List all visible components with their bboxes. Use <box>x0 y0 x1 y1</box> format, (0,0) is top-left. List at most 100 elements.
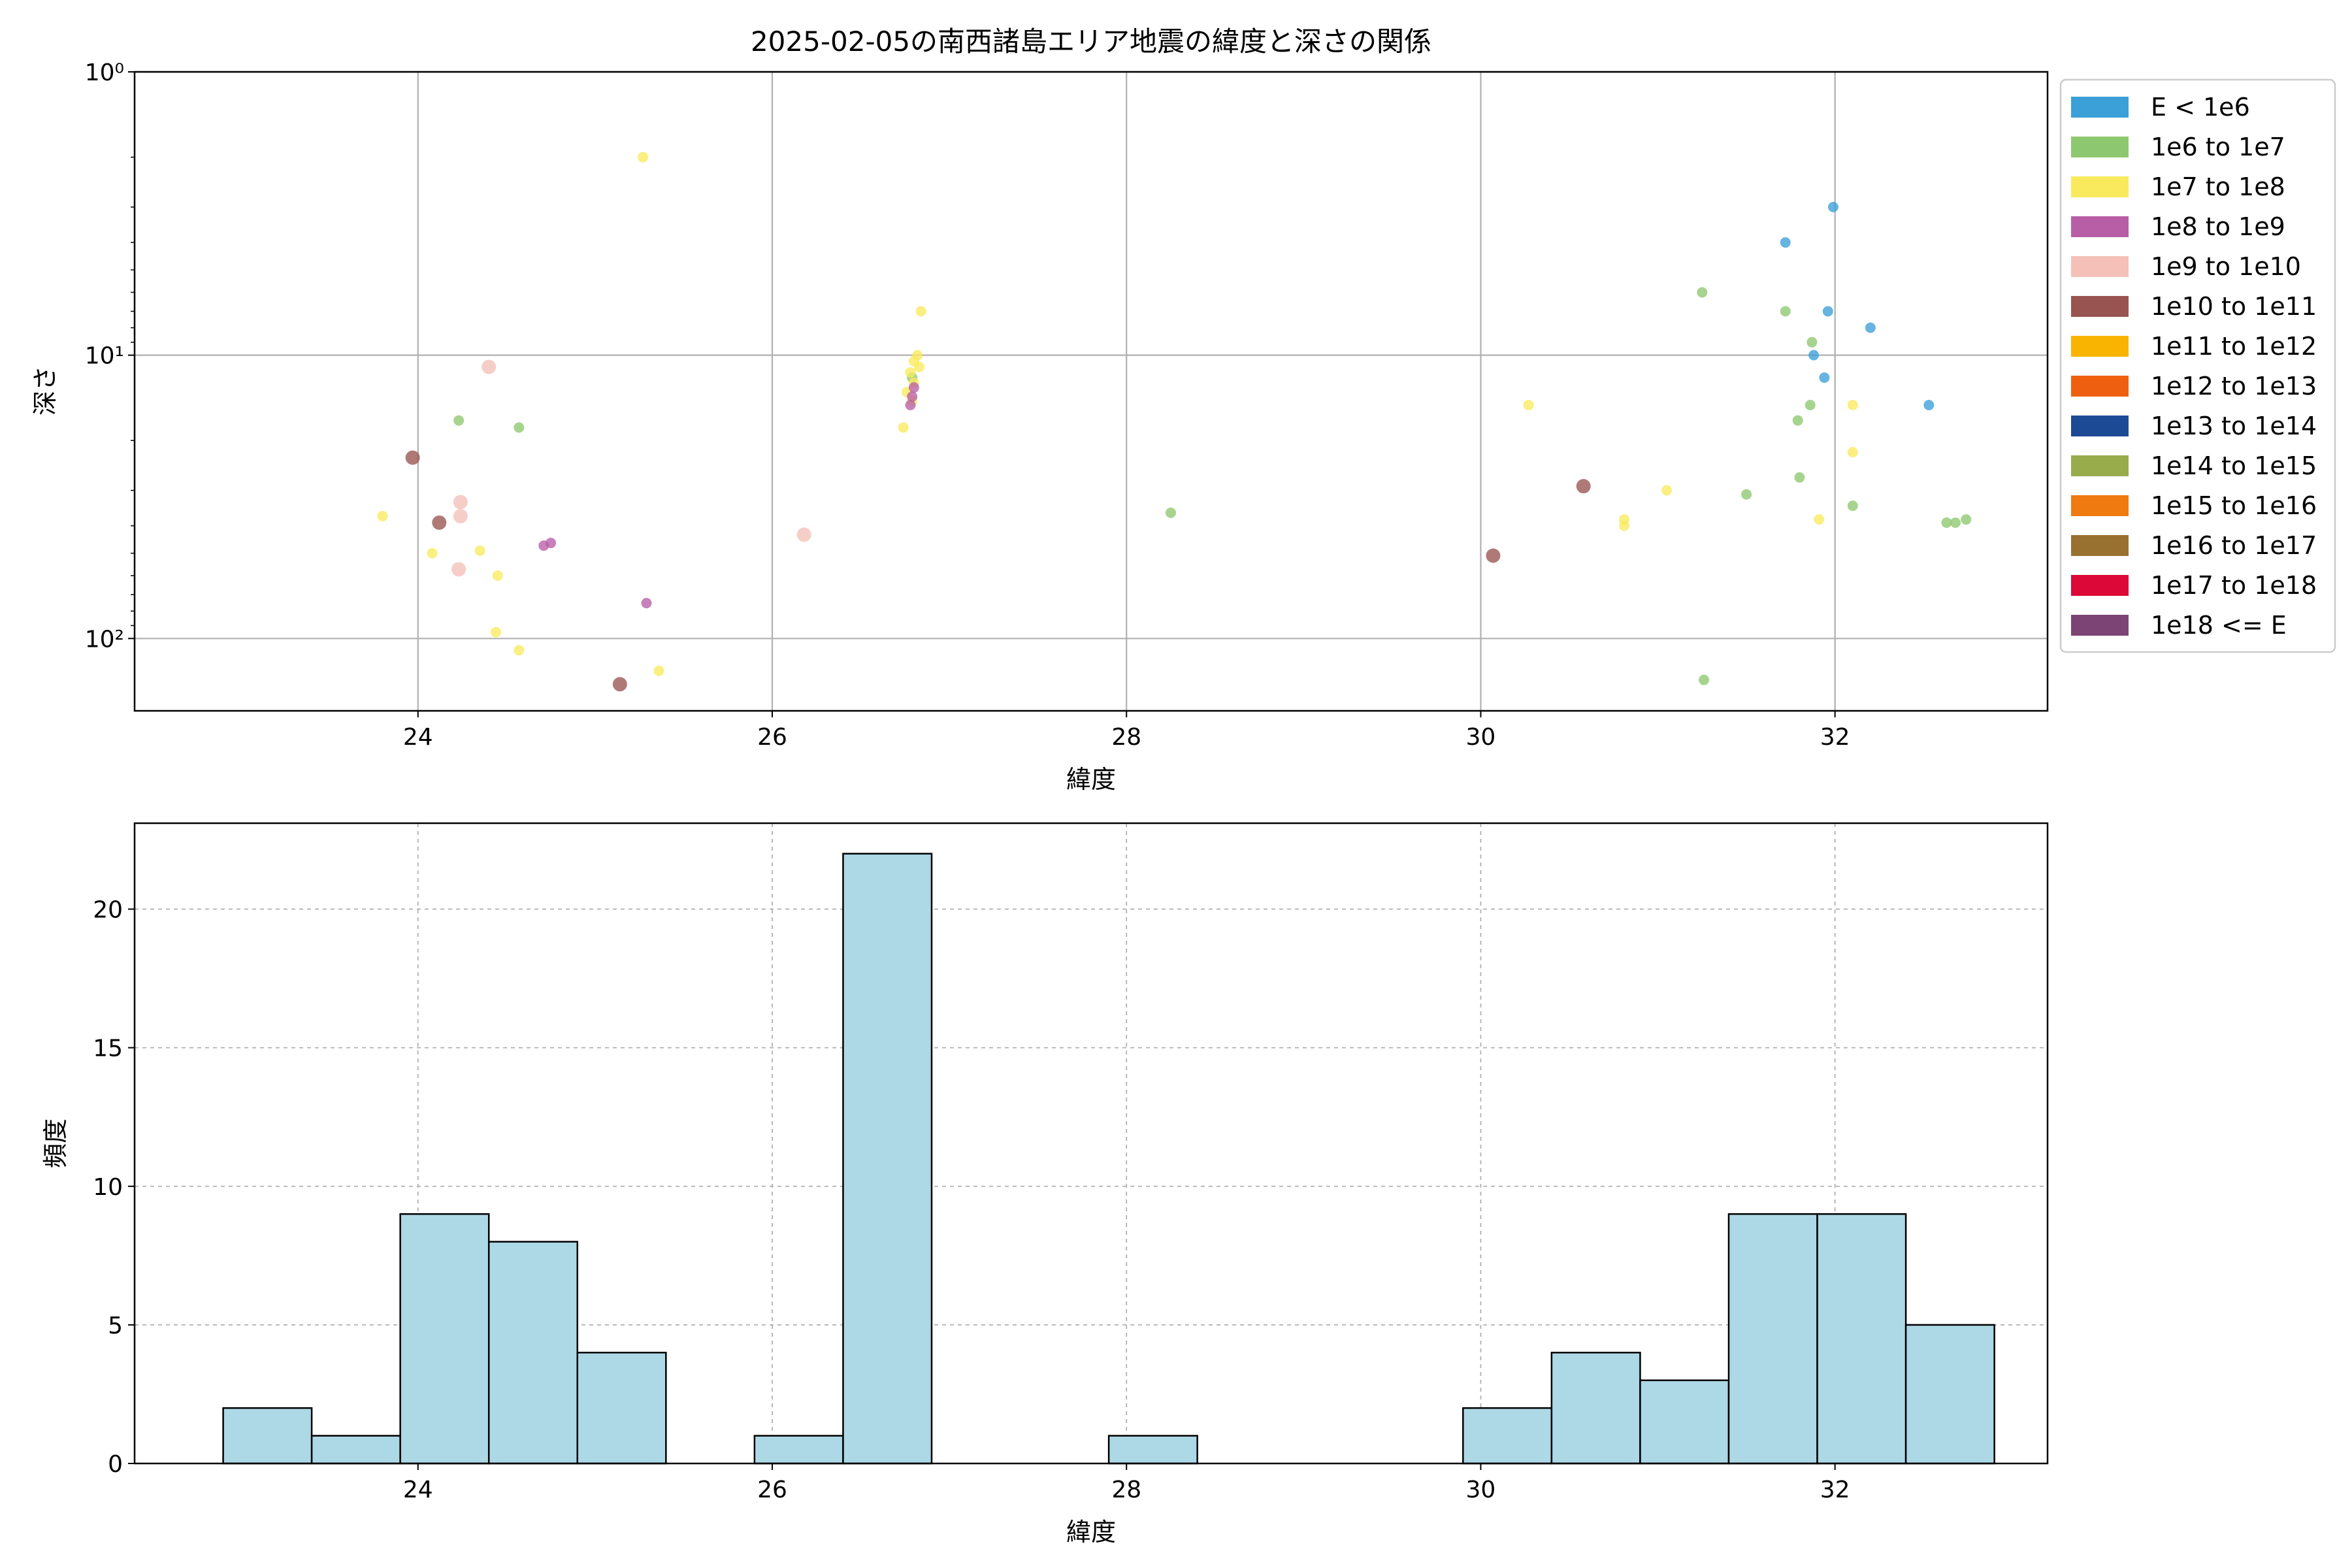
x-tick-label: 30 <box>1466 1477 1496 1503</box>
scatter-point <box>453 415 465 426</box>
scatter-chart: 2025-02-05の南西諸島エリア地震の緯度と深さの関係 24 26 28 30 32… <box>31 25 2336 794</box>
histogram-bar <box>310 1435 401 1465</box>
scatter-point <box>514 645 525 656</box>
legend-swatch <box>2071 256 2129 277</box>
scatter-points <box>377 152 1972 692</box>
scatter-point <box>1827 201 1838 212</box>
legend-swatch <box>2071 376 2129 397</box>
scatter-point <box>1806 336 1818 348</box>
legend-swatch <box>2071 336 2129 357</box>
histogram-bar <box>487 1241 579 1465</box>
histogram-bar <box>1816 1213 1907 1465</box>
legend-swatch <box>2071 615 2129 636</box>
histogram-bar <box>1550 1352 1641 1465</box>
scatter-point <box>1741 489 1752 500</box>
scatter-point <box>638 152 649 163</box>
x-tick-label: 24 <box>403 1477 433 1503</box>
scatter-point <box>377 511 388 522</box>
scatter-point <box>907 391 918 402</box>
scatter-point <box>1819 372 1830 383</box>
legend-label: 1e13 to 1e14 <box>2151 412 2317 440</box>
scatter-point <box>1923 400 1935 411</box>
histogram-y-ticks: 0 5 10 15 20 <box>93 897 135 1478</box>
scatter-point <box>1808 350 1820 361</box>
scatter-x-ticks: 24 26 28 30 32 <box>403 711 1850 751</box>
histogram-bar <box>1107 1435 1198 1465</box>
scatter-y-axis-label: 深さ <box>31 366 59 416</box>
scatter-point <box>1847 500 1858 512</box>
scatter-point <box>908 382 919 393</box>
legend-label: 1e15 to 1e16 <box>2151 491 2317 520</box>
scatter-x-axis-label: 緯度 <box>1066 765 1116 794</box>
scatter-point <box>1950 517 1961 528</box>
y-tick-label: 5 <box>108 1313 123 1339</box>
scatter-point <box>1794 472 1805 483</box>
y-tick-label: 10¹ <box>85 343 124 370</box>
scatter-point <box>491 627 502 638</box>
scatter-point <box>914 361 925 372</box>
scatter-point <box>1576 479 1591 494</box>
y-tick-label: 15 <box>93 1036 123 1062</box>
scatter-point <box>1814 514 1825 525</box>
scatter-point <box>1961 514 1972 525</box>
y-tick-label: 10 <box>93 1174 123 1201</box>
x-tick-label: 24 <box>403 724 433 751</box>
legend-swatch <box>2071 97 2129 118</box>
histogram-bar <box>1904 1324 1995 1465</box>
scatter-point <box>1805 400 1816 411</box>
scatter-point <box>474 545 485 556</box>
legend-label: 1e8 to 1e9 <box>2151 212 2285 241</box>
histogram-x-ticks: 24 26 28 30 32 <box>403 1463 1850 1503</box>
y-tick-label: 0 <box>108 1451 123 1478</box>
y-tick-label: 10² <box>85 626 124 653</box>
legend-swatch <box>2071 416 2129 436</box>
histogram-bars <box>222 853 1995 1465</box>
scatter-y-ticks: 10⁰ 10¹ 10² <box>85 59 135 653</box>
histogram-bar <box>576 1352 667 1465</box>
histogram-bar <box>399 1213 490 1465</box>
histogram-bar <box>842 853 933 1465</box>
scatter-point <box>898 422 909 433</box>
scatter-point <box>1661 485 1673 496</box>
scatter-point <box>905 367 916 378</box>
scatter-point <box>1865 322 1876 333</box>
scatter-point <box>1523 400 1534 411</box>
x-tick-label: 28 <box>1111 1477 1141 1503</box>
histogram-chart: 24 26 28 30 32 0 5 10 15 20 緯度 頻度 <box>41 822 2049 1546</box>
histogram-y-axis-label: 頻度 <box>41 1119 70 1168</box>
scatter-point <box>1166 507 1176 518</box>
legend-frame <box>2059 78 2336 653</box>
legend-label: 1e10 to 1e11 <box>2151 292 2317 321</box>
scatter-point <box>905 400 916 411</box>
scatter-point <box>546 538 557 549</box>
histogram-plot-frame <box>133 822 2049 1465</box>
scatter-point <box>1699 674 1710 685</box>
scatter-point <box>612 677 627 692</box>
legend-label: E < 1e6 <box>2151 93 2250 122</box>
histogram-x-axis-label: 緯度 <box>1066 1518 1116 1546</box>
scatter-point <box>453 495 468 510</box>
chart-title: 2025-02-05の南西諸島エリア地震の緯度と深さの関係 <box>751 25 1431 57</box>
scatter-point <box>1822 306 1833 317</box>
x-tick-label: 26 <box>757 724 787 751</box>
legend-label: 1e9 to 1e10 <box>2151 252 2301 281</box>
legend: E < 1e6 1e6 to 1e7 1e7 to 1e8 1e8 to 1e9 1e9… <box>2059 78 2336 653</box>
legend-label: 1e12 to 1e13 <box>2151 372 2317 400</box>
scatter-point <box>492 570 503 581</box>
scatter-point <box>653 665 664 676</box>
x-tick-label: 26 <box>757 1477 787 1503</box>
legend-label: 1e6 to 1e7 <box>2151 133 2285 161</box>
scatter-grid <box>135 71 2048 711</box>
scatter-point <box>453 509 468 524</box>
scatter-point <box>1697 287 1708 298</box>
histogram-bar <box>1639 1379 1730 1465</box>
legend-swatch <box>2071 296 2129 317</box>
legend-label: 1e18 <= E <box>2151 611 2287 640</box>
histogram-bar <box>753 1435 844 1465</box>
histogram-bar <box>1727 1213 1818 1465</box>
x-tick-label: 30 <box>1466 724 1496 751</box>
histogram-bar <box>1462 1407 1553 1465</box>
scatter-point <box>432 515 447 530</box>
scatter-plot-frame <box>133 71 2049 712</box>
